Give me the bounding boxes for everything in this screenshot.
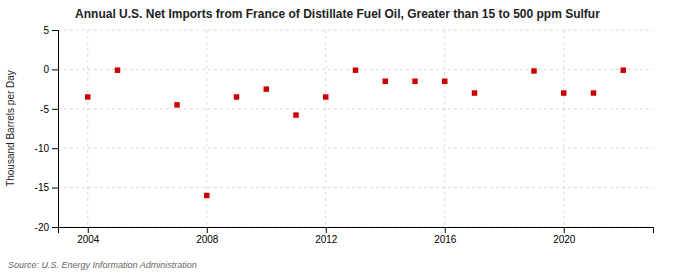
tick: -20 (35, 222, 58, 233)
point (353, 67, 358, 72)
point (531, 68, 536, 73)
annotation: Source: U.S. Energy Information Administ… (8, 260, 197, 270)
point (621, 67, 626, 72)
tick-label: -5 (40, 104, 49, 115)
tick-mark (88, 227, 89, 233)
grid-line (563, 30, 564, 227)
tick-label: -10 (35, 143, 50, 154)
point (85, 94, 90, 99)
y-axis: 5 0 -5 -10 -15 -20 (35, 25, 59, 233)
point (323, 94, 328, 99)
tick-label: 5 (43, 25, 49, 36)
axis-line (59, 228, 654, 234)
plot: 2004 2008 2012 2016 2020 5 0 -5 -10 -15 -20 (35, 25, 654, 245)
tick-mark (52, 109, 58, 110)
tick-mark (445, 227, 446, 233)
tick: -5 (40, 104, 58, 115)
tick: 2020 (553, 227, 576, 245)
tick-label: 2016 (434, 234, 457, 245)
x-axis: 2004 2008 2012 2016 2020 (59, 227, 654, 245)
tick: 2012 (315, 227, 338, 245)
point (293, 112, 298, 117)
tick: -15 (35, 182, 58, 193)
point (383, 78, 388, 83)
title: Annual U.S. Net Imports from France of D… (75, 7, 600, 21)
grid-line (87, 30, 88, 227)
y-axis-label: Thousand Barrels per Day (5, 70, 16, 187)
point (204, 193, 209, 198)
tick-label: 2004 (77, 234, 100, 245)
grid-line (58, 148, 653, 149)
point (591, 90, 596, 95)
chart: 2004 2008 2012 2016 2020 5 0 -5 -10 -15 -20 Annual … (0, 0, 675, 275)
grid-line (444, 30, 445, 227)
tick-mark (52, 227, 58, 228)
tick: 2016 (434, 227, 457, 245)
tick-mark (564, 227, 565, 233)
tick-mark (207, 227, 208, 233)
point (264, 86, 269, 91)
tick-label: 0 (43, 64, 49, 75)
points (85, 67, 626, 198)
point (472, 90, 477, 95)
tick: 0 (43, 64, 58, 75)
tick-label: -20 (35, 222, 50, 233)
point (561, 90, 566, 95)
tick: -10 (35, 143, 58, 154)
point (174, 102, 179, 107)
point (442, 78, 447, 83)
point (234, 94, 239, 99)
tick-label: 2008 (196, 234, 219, 245)
tick-mark (52, 69, 58, 70)
tick: 2008 (196, 227, 219, 245)
tick-label: 2020 (553, 234, 576, 245)
tick-label: 2012 (315, 234, 338, 245)
tick: 2004 (77, 227, 100, 245)
tick-mark (52, 188, 58, 189)
point (115, 67, 120, 72)
grid (58, 30, 653, 227)
axis-line (52, 31, 59, 228)
tick-mark (52, 30, 58, 31)
tick-mark (326, 227, 327, 233)
tick-mark (52, 148, 58, 149)
point (412, 78, 417, 83)
tick-label: -15 (35, 182, 50, 193)
grid-line (325, 30, 326, 227)
tick: 5 (43, 25, 58, 36)
